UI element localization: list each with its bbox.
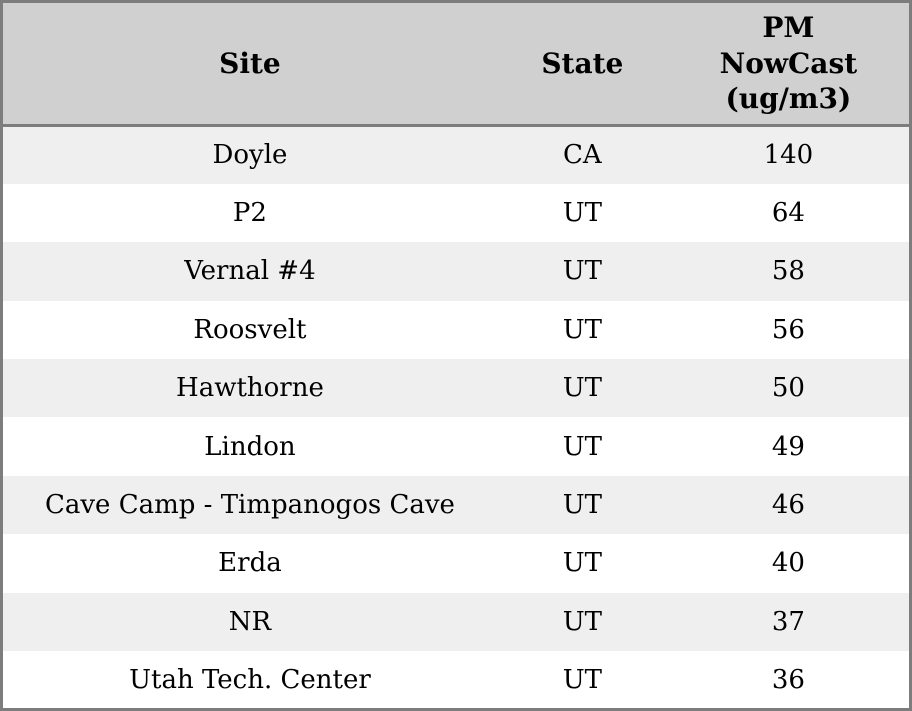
- column-header-state: State: [496, 1, 668, 127]
- pm-nowcast-cell: 58: [771, 256, 805, 287]
- pm-nowcast-cell: 56: [771, 314, 805, 345]
- column-header-site: Site: [1, 1, 497, 127]
- table-row: Doyle CA 140: [1, 125, 911, 184]
- column-header-site-label: Site: [219, 46, 281, 80]
- state-cell: UT: [562, 548, 602, 579]
- site-cell: Utah Tech. Center: [129, 664, 371, 695]
- state-cell: UT: [562, 373, 602, 404]
- table-header: Site State PM NowCast (ug/m3): [1, 1, 911, 127]
- table-row: Utah Tech. Center UT 36: [1, 651, 911, 710]
- pm-nowcast-cell: 37: [771, 606, 805, 637]
- site-cell: Roosvelt: [193, 314, 307, 345]
- table-row: Hawthorne UT 50: [1, 359, 911, 418]
- table-row: Roosvelt UT 56: [1, 300, 911, 360]
- column-header-pm-nowcast-label: PM NowCast (ug/m3): [719, 10, 858, 116]
- pm-nowcast-cell: 36: [771, 664, 805, 695]
- site-cell: Lindon: [204, 431, 296, 462]
- table-row: Lindon UT 49: [1, 417, 911, 476]
- site-cell: NR: [228, 606, 272, 637]
- site-cell: Hawthorne: [176, 373, 324, 404]
- pm-nowcast-cell: 40: [771, 548, 805, 579]
- table-body: Doyle CA 140 P2 UT 64 Vernal #4 UT 58 Ro…: [1, 125, 911, 710]
- table-row: P2 UT 64: [1, 183, 911, 243]
- pm-nowcast-cell: 49: [771, 431, 805, 462]
- state-cell: CA: [563, 140, 602, 171]
- site-cell: Vernal #4: [184, 256, 316, 287]
- pm-nowcast-cell: 50: [771, 373, 805, 404]
- state-cell: UT: [562, 256, 602, 287]
- state-cell: UT: [562, 606, 602, 637]
- table-row: Erda UT 40: [1, 534, 911, 593]
- header-row: Site State PM NowCast (ug/m3): [1, 1, 911, 127]
- state-cell: UT: [562, 431, 602, 462]
- state-cell: UT: [562, 664, 602, 695]
- column-header-pm-nowcast: PM NowCast (ug/m3): [667, 1, 911, 127]
- site-cell: Erda: [218, 548, 282, 579]
- site-cell: P2: [232, 198, 267, 229]
- pm-nowcast-cell: 140: [763, 140, 814, 171]
- table-row: Cave Camp - Timpanogos Cave UT 46: [1, 475, 911, 535]
- site-cell: Cave Camp - Timpanogos Cave: [44, 490, 455, 521]
- state-cell: UT: [562, 198, 602, 229]
- pm-nowcast-cell: 64: [771, 198, 805, 229]
- pm-nowcast-cell: 46: [771, 490, 805, 521]
- column-header-state-label: State: [541, 46, 624, 80]
- site-cell: Doyle: [212, 140, 288, 171]
- table-row: Vernal #4 UT 58: [1, 242, 911, 301]
- state-cell: UT: [562, 314, 602, 345]
- state-cell: UT: [562, 490, 602, 521]
- table-row: NR UT 37: [1, 592, 911, 652]
